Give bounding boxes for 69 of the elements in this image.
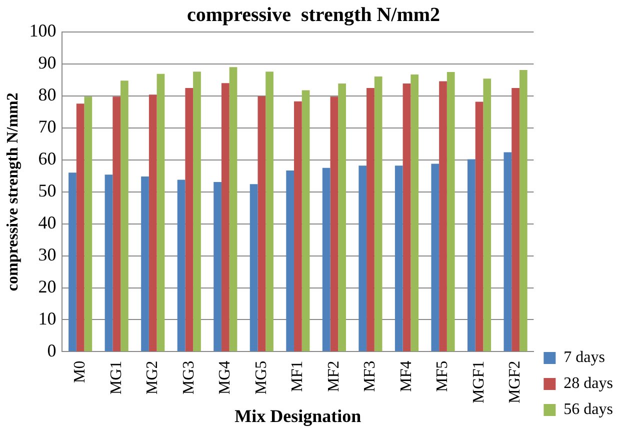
x-tick-label: M0 (72, 360, 89, 383)
bar (374, 76, 382, 352)
y-tick-label: 40 (38, 212, 56, 233)
y-tick-label: 80 (38, 84, 56, 105)
legend-label: 28 days (564, 375, 613, 392)
legend-label: 7 days (564, 349, 605, 366)
bar (366, 88, 374, 352)
bar (221, 83, 230, 352)
x-tick-label: MGF1 (470, 360, 488, 404)
bar (112, 96, 121, 352)
bar (250, 184, 258, 352)
bar (439, 81, 447, 352)
bar (394, 166, 403, 352)
bar (148, 94, 157, 352)
x-tick-label: MG3 (180, 360, 198, 394)
bar (193, 72, 201, 352)
bar (475, 102, 484, 352)
y-tick-label: 20 (38, 276, 56, 297)
y-tick-label: 50 (38, 180, 56, 201)
y-tick-label: 90 (38, 52, 56, 73)
bar (410, 74, 419, 352)
bar (358, 166, 367, 352)
y-tick-label: 70 (38, 116, 56, 137)
bar (229, 67, 238, 352)
bar (512, 88, 520, 352)
bar (258, 96, 266, 352)
bar (330, 96, 338, 352)
bar (156, 74, 165, 352)
bar (104, 174, 113, 352)
legend-label: 56 days (564, 401, 613, 418)
bar (76, 104, 84, 352)
bar (294, 101, 302, 352)
y-tick-label: 60 (38, 148, 56, 169)
bar (483, 78, 492, 352)
x-tick-label: MF4 (398, 360, 415, 392)
bar (519, 70, 528, 352)
bar (504, 152, 512, 352)
bar (322, 168, 330, 352)
x-tick-label: MG1 (108, 360, 125, 394)
chart-title: compressive strength N/mm2 (186, 4, 440, 26)
y-tick-label: 10 (38, 308, 56, 328)
x-tick-label: MF2 (325, 360, 342, 392)
bar (84, 96, 92, 352)
bar (467, 159, 476, 352)
bar (431, 164, 440, 352)
x-tick-label: MG5 (252, 360, 270, 394)
bar (185, 88, 194, 352)
x-axis-title: Mix Designation (234, 406, 362, 426)
x-tick-label: MG4 (216, 360, 234, 394)
bar (266, 72, 274, 352)
y-axis-title: compressive strength N/mm2 (4, 92, 22, 292)
bar (302, 90, 310, 352)
bar (214, 182, 222, 352)
y-tick-label: 100 (29, 20, 56, 41)
bar (446, 72, 455, 352)
bar (402, 83, 411, 352)
x-tick-label: MF1 (289, 360, 306, 392)
x-tick-label: MF3 (362, 360, 379, 392)
x-tick-label: MGF2 (506, 360, 524, 404)
y-tick-label: 30 (38, 244, 56, 265)
bar (177, 180, 186, 352)
y-tick-label: 0 (47, 340, 56, 360)
bar (286, 170, 294, 352)
bar (338, 83, 346, 352)
x-tick-label: MF5 (434, 360, 452, 392)
bar (141, 176, 149, 352)
bar (120, 80, 128, 352)
bar (68, 172, 76, 352)
x-tick-label: MG2 (144, 360, 162, 394)
